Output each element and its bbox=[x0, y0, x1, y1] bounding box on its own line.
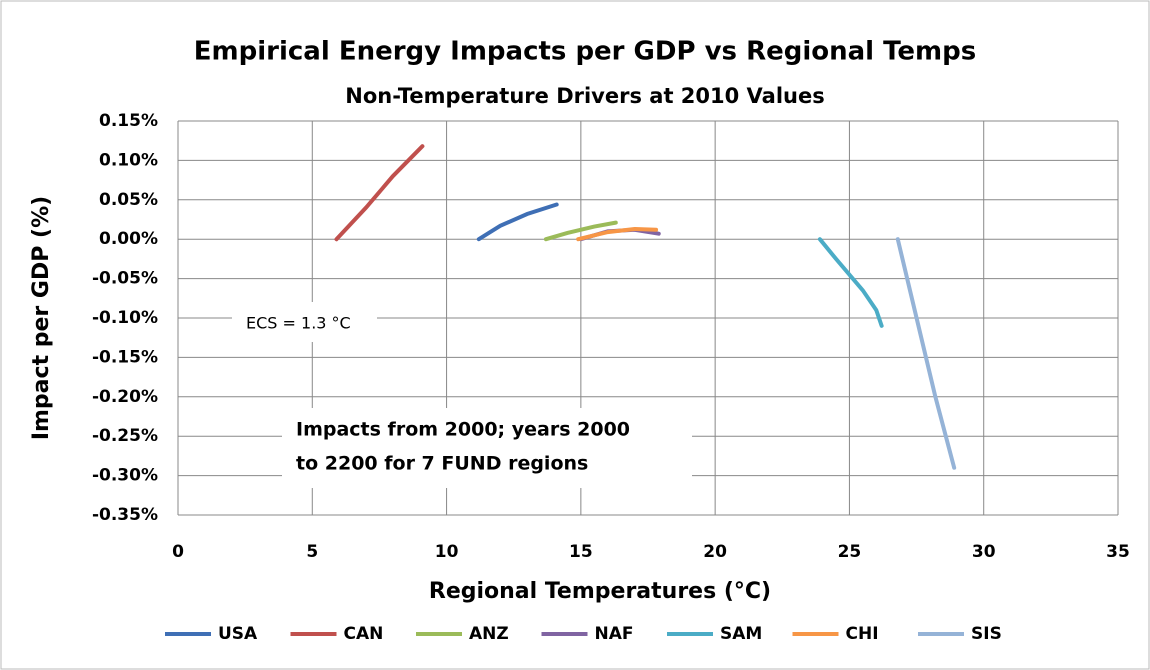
legend-label: ANZ bbox=[469, 624, 509, 644]
series-line bbox=[576, 226, 659, 242]
annotation: Impacts from 2000; years 2000 bbox=[296, 419, 630, 441]
series-line bbox=[334, 144, 425, 242]
y-tick-label: 0.00% bbox=[99, 229, 158, 249]
series-line bbox=[895, 237, 957, 470]
legend-label: NAF bbox=[595, 624, 634, 644]
x-axis-label: Regional Temperatures (°C) bbox=[429, 579, 771, 604]
chart-title: Empirical Energy Impacts per GDP vs Regi… bbox=[194, 37, 976, 67]
annotation-box bbox=[232, 302, 377, 342]
y-tick-label: 0.10% bbox=[99, 150, 158, 170]
y-tick-label: 0.15% bbox=[99, 111, 158, 131]
x-tick-label: 35 bbox=[1106, 542, 1130, 562]
y-tick-label: -0.20% bbox=[92, 387, 158, 407]
legend-label: SIS bbox=[971, 624, 1002, 644]
y-tick-label: -0.05% bbox=[92, 269, 158, 289]
series-line bbox=[543, 220, 618, 242]
legend-label: USA bbox=[218, 624, 258, 644]
y-tick-label: -0.35% bbox=[92, 505, 158, 525]
y-tick-label: 0.05% bbox=[99, 190, 158, 210]
x-tick-label: 20 bbox=[703, 542, 727, 562]
y-axis-label: Impact per GDP (%) bbox=[29, 196, 54, 440]
x-tick-label: 15 bbox=[569, 542, 593, 562]
legend-label: CHI bbox=[846, 624, 879, 644]
annotation-box bbox=[282, 408, 692, 488]
x-tick-label: 0 bbox=[172, 542, 184, 562]
series-line bbox=[817, 237, 884, 328]
y-tick-label: -0.10% bbox=[92, 308, 158, 328]
series-line bbox=[476, 202, 559, 242]
chart-subtitle: Non-Temperature Drivers at 2010 Values bbox=[345, 84, 824, 108]
x-tick-label: 25 bbox=[838, 542, 862, 562]
y-tick-label: -0.25% bbox=[92, 426, 158, 446]
annotation: ECS = 1.3 °C bbox=[246, 314, 351, 333]
y-tick-label: -0.15% bbox=[92, 347, 158, 367]
x-tick-label: 5 bbox=[306, 542, 318, 562]
legend-label: CAN bbox=[344, 624, 384, 644]
annotation: to 2200 for 7 FUND regions bbox=[296, 453, 588, 475]
x-tick-label: 10 bbox=[435, 542, 459, 562]
legend-label: SAM bbox=[720, 624, 762, 644]
y-tick-label: -0.30% bbox=[92, 466, 158, 486]
x-tick-label: 30 bbox=[972, 542, 996, 562]
